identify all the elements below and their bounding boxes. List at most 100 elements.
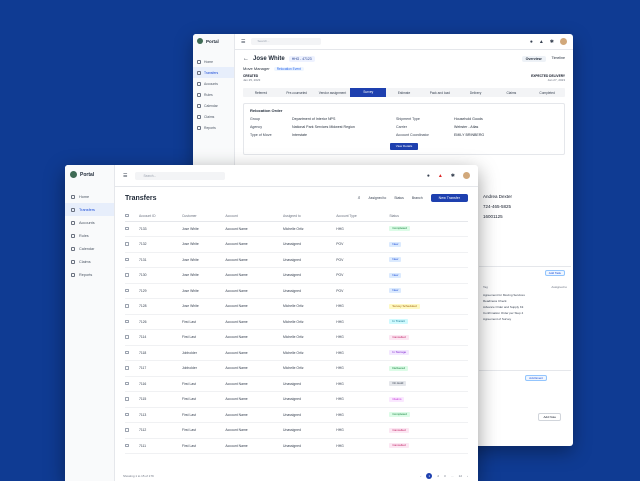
view-details-button[interactable]: View Details [390, 143, 418, 150]
nav-item-calendar[interactable]: Calendar [65, 242, 114, 255]
tab-timeline[interactable]: Timeline [551, 56, 565, 60]
col-assigned-to[interactable]: Assigned to [283, 211, 337, 222]
detail-nav: Home Transfers Accounts Rules Calendar C… [193, 56, 234, 133]
search-input[interactable]: Search... [251, 38, 322, 45]
row-checkbox[interactable] [125, 443, 129, 447]
table-row[interactable]: 7130 Jose White Account Name Unassigned POV N… [125, 267, 468, 284]
nav-item-claims[interactable]: Claims [193, 111, 234, 122]
avatar[interactable] [560, 38, 567, 45]
table-row[interactable]: 7115 First Last Account Name Unassigned HHG C… [125, 391, 468, 408]
row-checkbox[interactable] [125, 350, 129, 354]
col-account[interactable]: Account [225, 211, 284, 222]
select-all-checkbox[interactable] [125, 213, 129, 217]
step-active[interactable]: Survey [350, 88, 387, 97]
nav-item-accounts[interactable]: Accounts [193, 78, 234, 89]
page-button[interactable]: 3 [443, 474, 446, 478]
table-row[interactable]: 7113 First Last Account Name Unassigned HHG C… [125, 407, 468, 423]
page-button[interactable]: 1 [426, 473, 433, 479]
col-account-id[interactable]: Account ID [139, 211, 182, 222]
table-row[interactable]: 7128 Jose White Account Name Michelle Ortiz… [125, 298, 468, 315]
row-checkbox[interactable] [125, 335, 129, 339]
row-checkbox[interactable] [125, 226, 129, 230]
settings-icon[interactable]: ✱ [450, 172, 455, 179]
search-icon[interactable]: ⌕ [357, 195, 361, 201]
nav-item-reports[interactable]: Reports [193, 122, 234, 133]
nav-item-transfers[interactable]: Transfers [193, 67, 234, 78]
nav-item-transfers[interactable]: Transfers [65, 203, 114, 216]
row-checkbox[interactable] [125, 242, 129, 246]
cell-account: Account Name [225, 226, 248, 231]
col-customer[interactable]: Customer [181, 211, 226, 222]
table-row[interactable]: 7112 First Last Account Name Unassigned HHG C… [125, 422, 468, 439]
help-icon[interactable]: ● [529, 38, 533, 45]
table-row[interactable]: 7131 Jose White Account Name Unassigned POV N… [125, 252, 468, 268]
notifications-icon[interactable]: ▲ [538, 38, 544, 45]
menu-icon[interactable]: ☰ [123, 172, 128, 179]
row-checkbox[interactable] [125, 288, 129, 292]
step[interactable]: Vendor assignment [318, 90, 347, 95]
nav-item-reports[interactable]: Reports [65, 268, 114, 281]
notifications-icon[interactable]: ▲ [437, 172, 443, 179]
add-event-button[interactable]: Add Event [525, 375, 547, 381]
step[interactable]: Completed [539, 90, 555, 95]
prev-page-icon[interactable]: ‹ [420, 474, 422, 478]
filter-status[interactable]: Status [394, 196, 404, 200]
row-checkbox[interactable] [125, 273, 129, 277]
row-checkbox[interactable] [125, 319, 129, 323]
table-row[interactable]: 7132 Jose White Account Name Unassigned POV N… [125, 236, 468, 253]
table-row[interactable]: 7126 First Last Account Name Michelle Ortiz… [125, 314, 468, 330]
row-checkbox[interactable] [125, 381, 129, 385]
col-status[interactable]: Status [389, 211, 468, 222]
step[interactable]: Estimate [397, 90, 411, 95]
page-button[interactable]: 2 [437, 474, 439, 478]
step[interactable]: Pack and load [429, 90, 450, 95]
help-icon[interactable]: ● [426, 172, 430, 179]
back-arrow-icon[interactable]: ← [243, 56, 249, 62]
step[interactable]: Referred [254, 90, 268, 95]
step[interactable]: Delivery [469, 90, 482, 95]
nav-item-home[interactable]: Home [193, 56, 234, 67]
table-row[interactable]: 7118 Jobholder Account Name Michelle Ortiz H… [125, 345, 468, 361]
next-page-icon[interactable]: › [467, 474, 468, 478]
table-row[interactable]: 7133 Jose White Account Name Michelle Ortiz… [125, 221, 468, 237]
nav-item-accounts[interactable]: Accounts [65, 216, 114, 229]
tab-overview[interactable]: Overview [521, 56, 546, 62]
cell-account-type: HHG [336, 319, 344, 324]
row-checkbox[interactable] [125, 428, 129, 432]
row-checkbox[interactable] [125, 412, 129, 416]
menu-icon[interactable]: ☰ [241, 38, 246, 45]
task-item[interactable]: Confirmation Order per Step 4 [483, 311, 524, 315]
nav-item-rules[interactable]: Rules [193, 89, 234, 100]
table-row[interactable]: 7129 Jose White Account Name Unassigned POV N… [125, 283, 468, 299]
task-item[interactable]: Readiness Check [483, 299, 507, 303]
table-row[interactable]: 7116 First Last Account Name Unassigned HHG O… [125, 376, 468, 392]
page-button[interactable]: 12 [458, 474, 462, 478]
nav-item-calendar[interactable]: Calendar [193, 100, 234, 111]
row-checkbox[interactable] [125, 397, 129, 401]
search-input[interactable]: Search... [135, 171, 226, 180]
nav-item-claims[interactable]: Claims [65, 255, 114, 268]
table-row[interactable]: 7111 First Last Account Name Unassigned HHG C… [125, 438, 468, 454]
settings-icon[interactable]: ✱ [549, 38, 554, 45]
table-row[interactable]: 7117 Jobholder Account Name Michelle Ortiz H… [125, 360, 468, 377]
task-item[interactable]: Agreement of Survey [483, 317, 512, 321]
row-checkbox-cell [125, 407, 139, 423]
move-id-select[interactable]: HHG - 47123 [288, 56, 315, 62]
row-checkbox[interactable] [125, 257, 129, 261]
add-task-button[interactable]: Add Task [544, 270, 565, 276]
step[interactable]: Pre-counseled [286, 90, 307, 95]
task-item[interactable]: Agreement for Moving Services [483, 293, 525, 297]
nav-item-rules[interactable]: Rules [65, 229, 114, 242]
add-note-button[interactable]: Add Note [538, 413, 561, 421]
table-row[interactable]: 7114 First Last Account Name Michelle Ortiz… [125, 329, 468, 346]
step[interactable]: Claims [506, 90, 517, 95]
row-checkbox[interactable] [125, 366, 129, 370]
filter-assigned-to[interactable]: Assigned to [368, 196, 387, 200]
col-account-type[interactable]: Account Type [336, 211, 390, 222]
task-item[interactable]: Advance Order and Supply Kit [483, 305, 524, 309]
new-transfer-button[interactable]: New Transfer [430, 194, 468, 202]
nav-item-home[interactable]: Home [65, 190, 114, 203]
row-checkbox[interactable] [125, 304, 129, 308]
avatar[interactable] [463, 172, 470, 179]
filter-branch[interactable]: Branch [411, 196, 423, 200]
